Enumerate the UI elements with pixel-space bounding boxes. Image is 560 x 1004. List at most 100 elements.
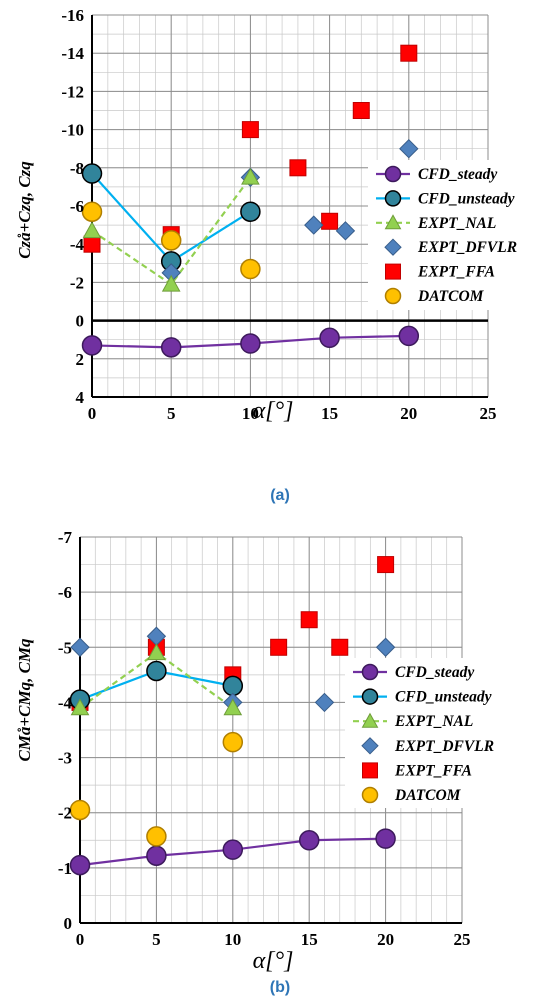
point-datcom <box>81 201 103 222</box>
point-expt-ffa <box>270 638 288 656</box>
point-expt-nal <box>241 167 260 185</box>
chart-a-series <box>81 44 420 358</box>
point-cfd-steady <box>222 839 244 860</box>
legend-marker <box>385 263 401 280</box>
legend-marker <box>361 737 379 755</box>
chart-a: CFD_steady CFD_unsteady EXPT_NAL EXPT_DFVLR… <box>15 6 530 504</box>
y-tick-label: 0 <box>76 312 85 331</box>
y-tick-label: 0 <box>64 914 73 933</box>
point-cfd-steady <box>398 325 420 347</box>
point-cfd-steady <box>81 335 103 356</box>
x-tick-label: 10 <box>224 930 241 949</box>
legend-marker <box>361 663 379 681</box>
chartB-legend-box <box>345 658 545 808</box>
legend-marker <box>384 287 402 305</box>
point-expt-ffa <box>321 212 339 230</box>
point-expt-nal <box>82 221 102 239</box>
point-cfd-steady <box>319 327 340 349</box>
x-tick-label: 20 <box>400 404 417 423</box>
x-tick-label: 0 <box>76 930 85 949</box>
legend-label: CFD_unsteady <box>395 689 492 706</box>
point-cfd-steady <box>240 333 261 354</box>
point-expt-nal <box>70 698 90 716</box>
legend-label: CFD_steady <box>395 664 474 681</box>
legend-label: EXPT_FFA <box>394 762 472 779</box>
x-tick-label: 25 <box>480 404 497 423</box>
point-datcom <box>222 731 244 753</box>
point-expt-dfvlr <box>70 637 90 657</box>
point-datcom <box>160 230 182 251</box>
point-expt-ffa <box>377 556 395 574</box>
chart-b-ticks: -7 -6 -5 -4 -3 -2 -1 00 5 10 15 20 25 <box>58 528 471 949</box>
chart-a-y-axis-label: Czå+Czq, Czq <box>15 161 34 259</box>
point-expt-ffa <box>331 638 349 656</box>
legend-label: CFD_steady <box>418 166 497 183</box>
point-expt-ffa <box>83 235 101 253</box>
x-tick-label: 10 <box>242 404 259 423</box>
point-cfd-steady <box>160 337 182 358</box>
point-datcom <box>240 258 261 280</box>
point-cfd-unsteady <box>240 201 261 222</box>
y-tick-label: -7 <box>58 528 73 547</box>
point-expt-ffa <box>352 102 370 119</box>
chartA-legend-box <box>368 160 530 310</box>
legend-label: EXPT_DFVLR <box>394 738 494 755</box>
point-expt-ffa <box>241 121 259 139</box>
chart-b: CFD_steady CFD_unsteady EXPT_NAL EXPT_DFVLR… <box>15 528 545 996</box>
point-cfd-steady <box>298 830 320 851</box>
point-cfd-unsteady <box>146 660 167 682</box>
y-tick-label: -8 <box>70 159 84 178</box>
legend-marker <box>362 762 378 779</box>
x-tick-label: 25 <box>454 930 471 949</box>
legend-label: CFD_unsteady <box>418 190 515 207</box>
point-expt-ffa <box>400 44 418 62</box>
legend-marker <box>384 214 402 230</box>
y-tick-label: -3 <box>58 749 72 768</box>
legend-marker <box>384 165 402 183</box>
point-expt-dfvlr <box>399 138 419 159</box>
x-tick-label: 5 <box>152 930 161 949</box>
legend-label: EXPT_FFA <box>417 264 495 281</box>
legend-label: EXPT_NAL <box>394 713 473 730</box>
legend-label: DATCOM <box>417 288 485 305</box>
y-tick-label: -16 <box>61 6 84 25</box>
legend-marker <box>361 712 379 728</box>
point-cfd-unsteady <box>81 163 103 184</box>
y-tick-label: -6 <box>58 583 72 602</box>
point-expt-dfvlr <box>375 637 396 657</box>
chart-b-x-axis-label: α[°] <box>253 948 294 974</box>
legend-marker <box>361 688 379 705</box>
point-datcom <box>146 826 167 847</box>
x-tick-label: 0 <box>88 404 97 423</box>
chart-b-legend: CFD_steady CFD_unsteady EXPT_NAL EXPT_DFVLR… <box>345 658 545 808</box>
point-expt-nal <box>223 698 243 716</box>
legend-marker <box>384 190 402 207</box>
y-tick-label: -12 <box>61 82 84 101</box>
point-datcom <box>69 799 91 821</box>
chart-a-caption: (a) <box>270 487 290 504</box>
point-expt-nal <box>147 643 166 661</box>
point-expt-ffa <box>289 159 307 177</box>
legend-label: EXPT_NAL <box>417 215 496 232</box>
point-expt-ffa <box>300 611 318 629</box>
point-cfd-steady <box>375 828 396 849</box>
x-tick-label: 15 <box>321 404 338 423</box>
point-expt-dfvlr <box>335 221 356 241</box>
y-tick-label: -4 <box>70 235 85 254</box>
y-tick-label: -10 <box>61 121 84 140</box>
legend-marker <box>361 786 379 804</box>
chart-a-legend: CFD_steady CFD_unsteady EXPT_NAL EXPT_DFVLR… <box>368 160 530 310</box>
y-tick-label: -6 <box>70 197 84 216</box>
x-tick-label: 5 <box>167 404 176 423</box>
point-cfd-steady <box>146 845 167 866</box>
point-expt-dfvlr <box>304 215 324 235</box>
point-expt-dfvlr <box>314 692 335 713</box>
y-tick-label: -1 <box>58 859 72 878</box>
y-tick-label: -4 <box>58 693 73 712</box>
chart-b-y-axis-label: CMå+CMq, CMq <box>15 638 34 762</box>
y-tick-label: -2 <box>70 273 84 292</box>
chart-b-series <box>69 556 396 876</box>
y-tick-label: -2 <box>58 804 72 823</box>
y-tick-label: -14 <box>61 44 84 63</box>
